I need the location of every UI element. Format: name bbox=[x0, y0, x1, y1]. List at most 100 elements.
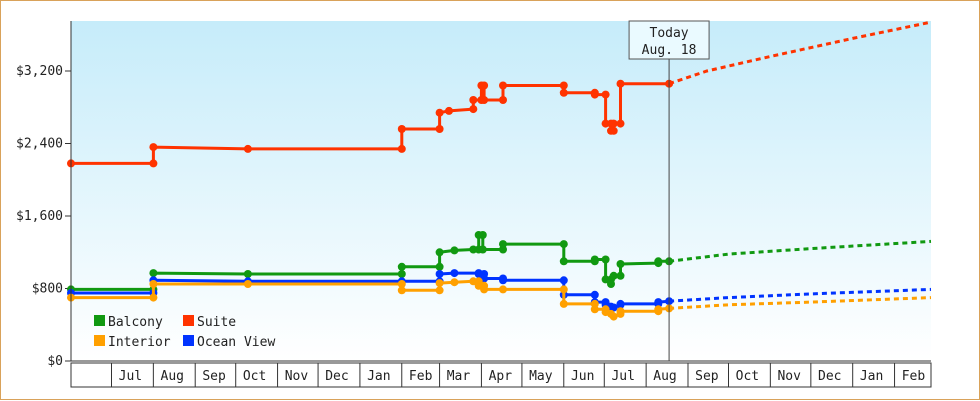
plot-background bbox=[71, 21, 931, 361]
x-tick-label: Feb bbox=[409, 369, 433, 384]
x-tick-label: Aug bbox=[653, 369, 676, 384]
data-point bbox=[149, 143, 157, 151]
x-tick-label: Jul bbox=[119, 369, 142, 384]
data-point bbox=[560, 89, 568, 97]
legend-label: Ocean View bbox=[197, 335, 275, 350]
x-tick-label: Jan bbox=[367, 369, 390, 384]
x-axis: Jul Aug Sep Oct Nov Dec Jan Feb Mar Apr May Jun Jul A… bbox=[71, 363, 931, 387]
data-point bbox=[450, 269, 458, 277]
legend-label: Interior bbox=[108, 335, 171, 350]
data-point bbox=[560, 285, 568, 293]
data-point bbox=[591, 91, 599, 99]
data-point bbox=[149, 269, 157, 277]
data-point bbox=[560, 257, 568, 265]
data-point bbox=[499, 276, 507, 284]
data-point bbox=[560, 300, 568, 308]
x-tick-label: Jun bbox=[571, 369, 594, 384]
legend-swatch bbox=[94, 335, 105, 346]
data-point bbox=[499, 285, 507, 293]
data-point bbox=[469, 96, 477, 104]
data-point bbox=[398, 263, 406, 271]
data-point bbox=[436, 248, 444, 256]
data-point bbox=[654, 298, 662, 306]
data-point bbox=[244, 145, 252, 153]
x-tick-label: Feb bbox=[902, 369, 926, 384]
data-point bbox=[398, 270, 406, 278]
data-point bbox=[499, 96, 507, 104]
data-point bbox=[602, 256, 610, 264]
data-point bbox=[610, 313, 618, 321]
data-point bbox=[607, 280, 615, 288]
data-point bbox=[654, 257, 662, 265]
data-point bbox=[244, 270, 252, 278]
today-label: Today bbox=[650, 26, 689, 41]
x-tick-label: Nov bbox=[777, 369, 801, 384]
data-point bbox=[480, 285, 488, 293]
data-point bbox=[654, 305, 662, 313]
data-point bbox=[445, 107, 453, 115]
data-point bbox=[450, 246, 458, 254]
data-point bbox=[469, 105, 477, 113]
data-point bbox=[591, 256, 599, 264]
data-point bbox=[244, 280, 252, 288]
data-point bbox=[617, 307, 625, 315]
x-tick-label: Jul bbox=[611, 369, 634, 384]
data-point bbox=[591, 305, 599, 313]
data-point bbox=[617, 120, 625, 128]
x-tick-label: Apr bbox=[489, 369, 513, 384]
data-point bbox=[617, 272, 625, 280]
y-tick-label: $2,400 bbox=[16, 137, 63, 152]
y-tick-label: $0 bbox=[47, 354, 63, 369]
x-tick-label: Sep bbox=[202, 369, 226, 384]
data-point bbox=[436, 109, 444, 117]
data-point bbox=[398, 125, 406, 133]
data-point bbox=[436, 286, 444, 294]
y-tick-label: $3,200 bbox=[16, 64, 63, 79]
data-point bbox=[610, 127, 618, 135]
data-point bbox=[499, 240, 507, 248]
data-point bbox=[149, 294, 157, 302]
data-point bbox=[436, 263, 444, 271]
x-tick-label: Dec bbox=[325, 369, 348, 384]
x-tick-label: Aug bbox=[161, 369, 184, 384]
data-point bbox=[591, 291, 599, 299]
legend-swatch bbox=[183, 315, 194, 326]
x-tick-label: Nov bbox=[285, 369, 309, 384]
data-point bbox=[617, 260, 625, 268]
data-point bbox=[149, 280, 157, 288]
y-axis-ticks: $0 $800 $1,600 $2,400 $3,200 bbox=[16, 64, 71, 369]
today-date-label: Aug. 18 bbox=[642, 43, 697, 58]
data-point bbox=[560, 82, 568, 90]
data-point bbox=[480, 96, 488, 104]
y-tick-label: $800 bbox=[32, 282, 63, 297]
data-point bbox=[436, 279, 444, 287]
data-point bbox=[479, 231, 487, 239]
data-point bbox=[450, 278, 458, 286]
x-tick-label: Oct bbox=[736, 369, 759, 384]
data-point bbox=[398, 145, 406, 153]
data-point bbox=[499, 82, 507, 90]
data-point bbox=[617, 300, 625, 308]
data-point bbox=[560, 240, 568, 248]
legend-swatch bbox=[183, 335, 194, 346]
data-point bbox=[480, 82, 488, 90]
data-point bbox=[436, 125, 444, 133]
x-tick-label: May bbox=[529, 369, 553, 384]
data-point bbox=[398, 286, 406, 294]
data-point bbox=[479, 246, 487, 254]
data-point bbox=[436, 270, 444, 278]
data-point bbox=[149, 159, 157, 167]
x-tick-label: Oct bbox=[243, 369, 266, 384]
data-point bbox=[617, 80, 625, 88]
legend-swatch bbox=[94, 315, 105, 326]
x-tick-label: Jan bbox=[860, 369, 883, 384]
data-point bbox=[602, 91, 610, 99]
x-tick-label: Mar bbox=[447, 369, 471, 384]
data-point bbox=[560, 276, 568, 284]
x-tick-label: Sep bbox=[695, 369, 719, 384]
legend-label: Balcony bbox=[108, 315, 163, 330]
y-tick-label: $1,600 bbox=[16, 209, 63, 224]
x-tick-label: Dec bbox=[818, 369, 841, 384]
